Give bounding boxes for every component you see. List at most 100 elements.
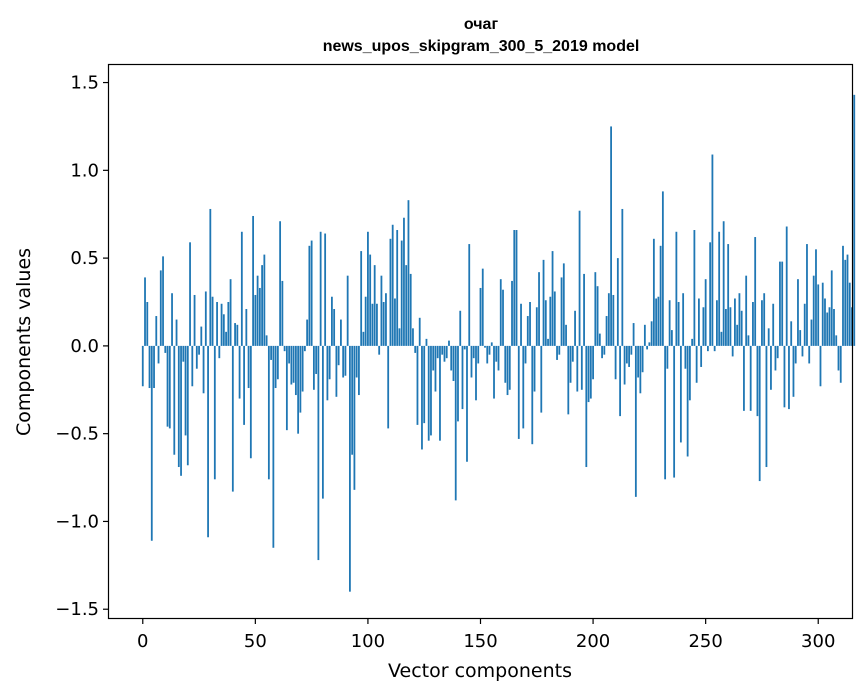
bar: [740, 310, 743, 346]
bar: [439, 345, 441, 441]
bar: [346, 275, 349, 346]
bar: [808, 345, 811, 364]
bar: [495, 345, 498, 362]
bar: [243, 345, 245, 425]
bar: [186, 345, 189, 466]
bar: [810, 319, 813, 346]
bar: [567, 345, 570, 415]
x-tick-label: 250: [688, 631, 722, 652]
bar: [565, 324, 567, 346]
bar: [648, 342, 651, 346]
bar: [272, 345, 275, 548]
bar: [450, 345, 453, 371]
y-tick-label: −1.5: [55, 599, 99, 620]
bar: [189, 242, 191, 346]
bar: [427, 345, 430, 441]
bar: [664, 345, 667, 480]
bar: [508, 345, 511, 390]
bar: [488, 345, 491, 355]
bar: [369, 254, 372, 346]
bar: [758, 345, 761, 482]
bar: [607, 293, 610, 346]
bar: [815, 249, 817, 346]
bar: [292, 345, 295, 383]
bar: [319, 231, 322, 346]
bar: [227, 302, 230, 346]
bar: [380, 275, 383, 346]
bar: [776, 345, 779, 359]
bar: [659, 245, 662, 346]
bar: [515, 230, 518, 346]
bar: [159, 270, 162, 346]
bar: [173, 345, 176, 455]
y-tick-label: −1.0: [55, 511, 99, 532]
bar: [240, 231, 243, 346]
bar: [783, 345, 786, 408]
bar: [731, 345, 734, 357]
bar: [736, 324, 739, 346]
bar: [785, 226, 788, 346]
bar: [603, 345, 606, 355]
bar: [310, 240, 313, 346]
bar: [643, 324, 646, 346]
bar: [616, 258, 619, 346]
bar: [454, 345, 457, 501]
bar: [182, 345, 185, 362]
bar: [398, 328, 401, 346]
bar: [353, 345, 356, 490]
bar: [198, 345, 200, 355]
bar: [619, 345, 621, 417]
bar: [317, 345, 320, 561]
y-tick-label: 0.0: [70, 336, 99, 357]
bar: [558, 345, 561, 355]
bar: [819, 345, 822, 387]
bar: [718, 231, 721, 346]
bar: [150, 345, 153, 541]
bar: [162, 256, 164, 346]
y-axis-ticks: −1.5 −1.0 −0.5 0.0 0.5 1.0 1.5: [55, 73, 109, 620]
bar: [657, 296, 660, 346]
bar: [587, 345, 590, 403]
bar: [506, 345, 509, 396]
bar: [598, 333, 601, 346]
bar: [535, 307, 538, 346]
bar: [249, 345, 252, 459]
bar: [382, 302, 385, 346]
bar: [844, 259, 847, 346]
bar: [344, 345, 347, 376]
bar: [538, 272, 540, 346]
bar: [457, 345, 459, 422]
bar: [549, 296, 552, 346]
bar: [441, 345, 444, 355]
bar: [650, 321, 653, 346]
bar: [531, 345, 534, 445]
bar: [704, 279, 707, 346]
bar: [612, 294, 615, 346]
bar: [144, 277, 146, 346]
x-tick-label: 0: [137, 631, 148, 652]
bar: [686, 345, 689, 457]
bar: [164, 345, 167, 353]
bar: [141, 345, 144, 387]
bar: [781, 261, 784, 346]
bar: [184, 345, 187, 436]
bar: [301, 345, 304, 392]
bar: [425, 338, 428, 346]
bar: [580, 345, 583, 390]
bar: [315, 345, 318, 374]
bar: [801, 345, 804, 357]
bar: [682, 293, 685, 346]
bar: [281, 280, 284, 346]
bar: [767, 328, 770, 346]
bar: [670, 330, 673, 346]
bar: [207, 345, 209, 538]
y-axis-label: Components values: [13, 248, 35, 436]
bar: [542, 259, 545, 346]
bar: [770, 345, 772, 390]
bar: [547, 338, 549, 346]
bar: [222, 314, 225, 346]
bar: [218, 345, 221, 359]
bar: [839, 345, 842, 383]
bar: [562, 263, 565, 346]
bar: [252, 215, 254, 346]
